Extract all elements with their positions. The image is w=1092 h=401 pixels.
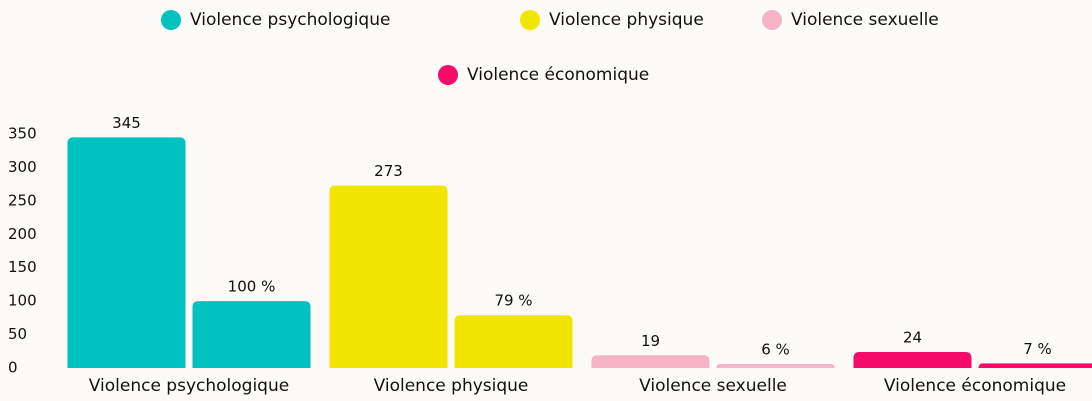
bar [853, 351, 972, 368]
y-tick-label: 0 [8, 359, 18, 377]
x-tick-label: Violence économique [884, 376, 1066, 396]
bar [192, 301, 311, 368]
value-label: 273 [374, 162, 403, 180]
value-label: 79 % [494, 292, 532, 310]
legend-label: Violence économique [467, 65, 649, 85]
y-tick-label: 250 [8, 191, 37, 209]
y-tick-label: 300 [8, 158, 37, 176]
value-label: 100 % [228, 278, 276, 296]
legend-label: Violence psychologique [190, 10, 390, 30]
y-tick-label: 150 [8, 258, 37, 276]
bar [591, 355, 710, 368]
legend-swatch [762, 10, 782, 30]
value-label: 7 % [1023, 340, 1052, 358]
bar [716, 363, 835, 368]
bar [978, 363, 1092, 368]
x-tick-label: Violence psychologique [89, 376, 289, 396]
y-tick-label: 350 [8, 125, 37, 143]
legend-label: Violence sexuelle [791, 10, 939, 30]
value-label: 24 [903, 328, 922, 346]
legend-swatch [520, 10, 540, 30]
bar [67, 137, 186, 368]
value-label: 19 [641, 332, 660, 350]
y-tick-label: 100 [8, 292, 37, 310]
y-tick-label: 200 [8, 225, 37, 243]
x-tick-label: Violence sexuelle [639, 376, 787, 396]
legend-swatch [161, 10, 181, 30]
y-tick-label: 50 [8, 325, 27, 343]
legend-swatch [438, 65, 458, 85]
bar [329, 185, 448, 368]
bar [454, 315, 573, 368]
legend-label: Violence physique [549, 10, 704, 30]
value-label: 6 % [761, 340, 790, 358]
value-label: 345 [112, 114, 141, 132]
x-tick-label: Violence physique [374, 376, 529, 396]
